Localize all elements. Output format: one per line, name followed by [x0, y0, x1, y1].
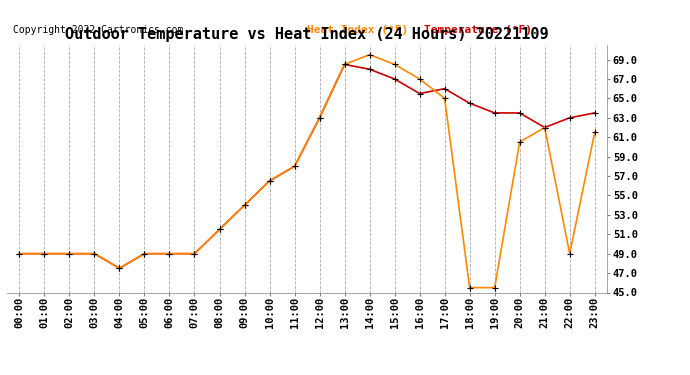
- Text: Temperature (°F): Temperature (°F): [424, 25, 532, 35]
- Text: Copyright 2022 Cartronics.com: Copyright 2022 Cartronics.com: [13, 25, 184, 35]
- Title: Outdoor Temperature vs Heat Index (24 Hours) 20221109: Outdoor Temperature vs Heat Index (24 Ho…: [66, 27, 549, 42]
- Text: Heat Index (°F): Heat Index (°F): [307, 25, 408, 35]
